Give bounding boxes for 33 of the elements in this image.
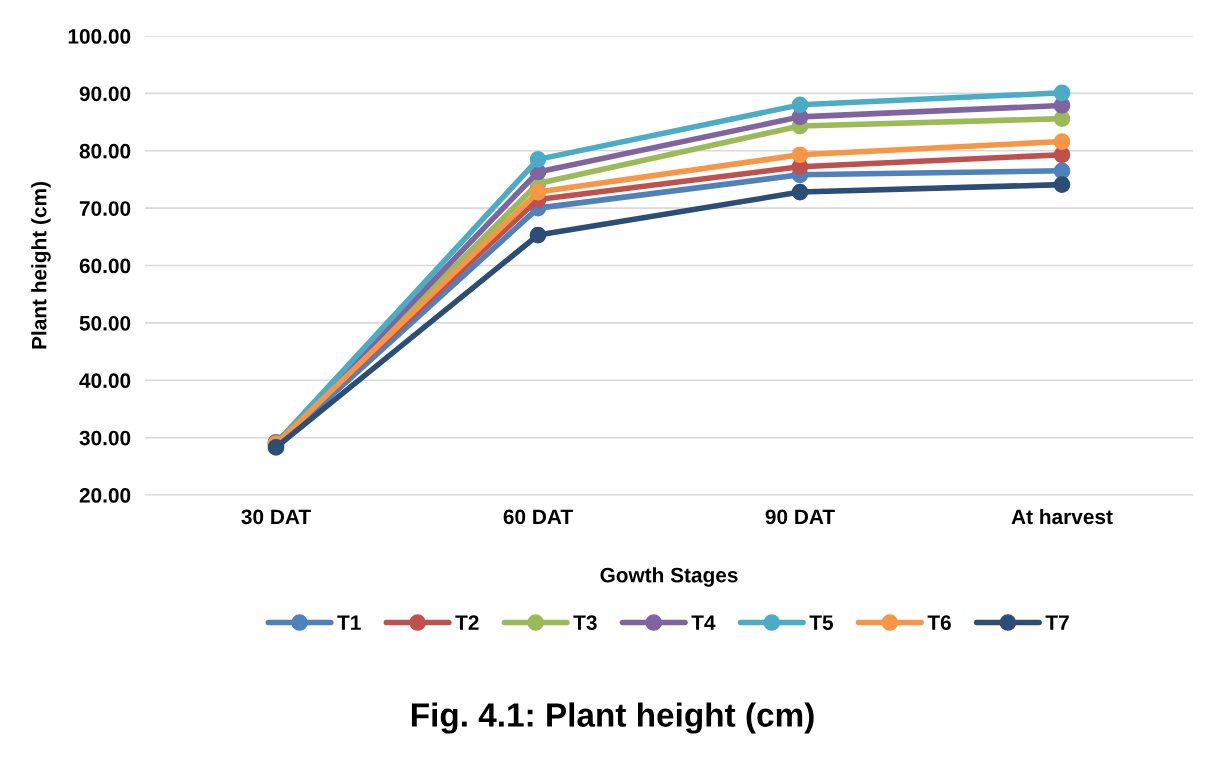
y-tick-label: 100.00: [68, 29, 131, 44]
legend-label: T2: [455, 615, 479, 630]
x-tick-label: 90 DAT: [765, 509, 835, 525]
point: [791, 96, 809, 114]
point: [1053, 133, 1071, 150]
legend-label: T7: [1045, 615, 1069, 630]
y-tick-label: 80.00: [79, 143, 131, 159]
point: [1053, 162, 1071, 180]
x-axis-title: Gowth Stages: [600, 567, 738, 587]
y-tick-label: 60.00: [79, 258, 131, 274]
point: [1053, 84, 1071, 102]
text: Fig. 4.1: Plant height (cm): [411, 702, 814, 734]
y-tick-label: 50.00: [79, 315, 131, 331]
x-tick-label: 30 DAT: [241, 509, 311, 525]
legend-label: T6: [927, 615, 951, 631]
point: [529, 226, 547, 244]
legend-label: T5: [809, 615, 834, 631]
y-axis-title: Plant height (cm): [31, 182, 51, 349]
y-tick-label: 30.00: [79, 430, 131, 446]
y-tick-label: 20.00: [79, 488, 131, 503]
y-tick-label: 40.00: [79, 373, 131, 388]
point: [529, 151, 547, 168]
legend-label: T3: [573, 615, 597, 631]
point: [791, 146, 809, 164]
legend-label: T4: [691, 615, 716, 630]
y-tick-label: 90.00: [79, 86, 131, 102]
y-tick-label: 70.00: [79, 201, 131, 216]
x-tick-label: 60 DAT: [503, 509, 573, 525]
point: [791, 183, 809, 201]
point: [529, 183, 547, 201]
x-tick-label: At harvest: [1011, 508, 1113, 525]
point: [1053, 176, 1071, 193]
legend-label: T1: [337, 615, 361, 630]
